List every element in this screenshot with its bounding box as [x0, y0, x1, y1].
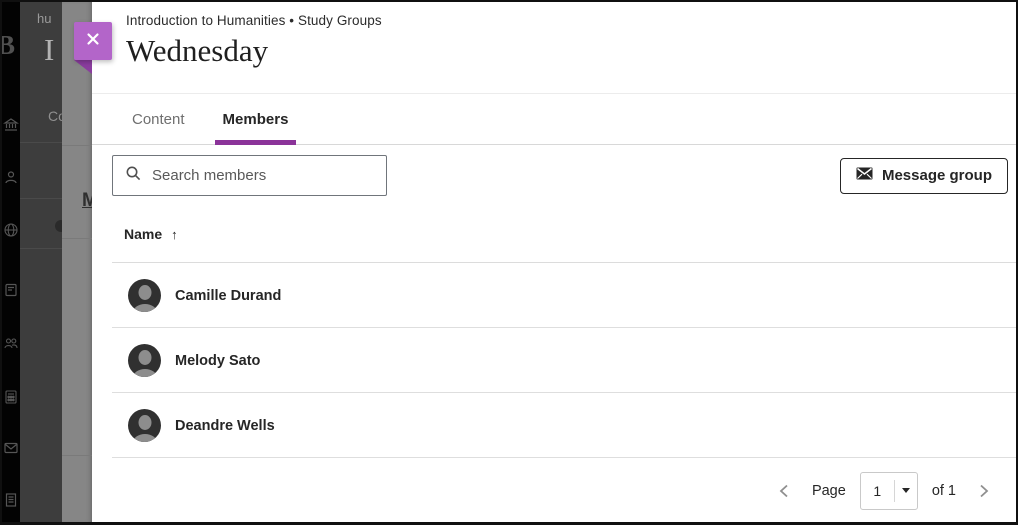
name-column-label: Name — [124, 226, 163, 242]
institution-icon[interactable] — [3, 117, 19, 133]
sort-ascending-icon: ↑ — [171, 226, 178, 242]
course-tab-fragment: Co — [48, 108, 62, 124]
avatar — [55, 220, 62, 232]
page-number-select[interactable]: 1 — [859, 471, 918, 510]
pagination-bar: Page 1 of 1 — [92, 458, 1016, 522]
members-table-header: Name ↑ — [92, 206, 1016, 262]
course-breadcrumb-fragment: hu — [37, 11, 52, 26]
close-panel-button[interactable] — [74, 22, 112, 60]
course-title-fragment: I — [44, 32, 55, 67]
search-members-input[interactable] — [152, 167, 386, 184]
divider — [20, 142, 62, 143]
activity-icon[interactable] — [3, 282, 19, 298]
member-row[interactable]: Deandre Wells — [92, 393, 1016, 458]
page-title: Wednesday — [126, 33, 269, 68]
search-members-box — [112, 155, 387, 196]
study-group-panel: Introduction to Humanities • Study Group… — [92, 2, 1016, 522]
name-column-sort[interactable]: Name ↑ — [124, 226, 178, 242]
member-row[interactable]: Camille Durand — [92, 263, 1016, 328]
close-icon — [84, 30, 102, 53]
avatar — [128, 344, 161, 377]
logs-icon[interactable] — [3, 492, 19, 508]
panel-header: Introduction to Humanities • Study Group… — [92, 2, 1016, 93]
divider — [112, 262, 1016, 263]
divider — [20, 248, 62, 249]
members-toolbar: Message group — [92, 145, 1016, 206]
tab-bar: Content Members — [92, 93, 1016, 145]
next-page-button[interactable] — [970, 478, 996, 504]
page-label: Page — [811, 482, 846, 499]
search-icon — [125, 165, 142, 187]
divider — [62, 455, 92, 456]
profile-icon[interactable] — [3, 169, 19, 185]
current-page-value: 1 — [873, 482, 882, 499]
avatar — [128, 279, 161, 312]
tab-members[interactable]: Members — [214, 94, 297, 145]
study-groups-text-fragment: M — [82, 190, 92, 211]
groups-icon[interactable] — [3, 335, 19, 351]
app-logo: B — [2, 30, 16, 60]
member-name: Melody Sato — [175, 352, 261, 369]
avatar — [128, 409, 161, 442]
page-count-label: of 1 — [931, 482, 956, 499]
member-row[interactable]: Melody Sato — [92, 328, 1016, 393]
divider — [893, 479, 895, 502]
previous-page-button[interactable] — [772, 478, 798, 504]
base-nav-sidebar: B — [2, 2, 20, 522]
dimmed-course-page-layer: hu I Co — [20, 2, 62, 522]
globe-icon[interactable] — [3, 222, 19, 238]
chevron-down-icon — [895, 488, 917, 493]
message-group-label: Message group — [881, 167, 992, 184]
envelope-icon — [856, 167, 873, 184]
member-name: Deandre Wells — [175, 417, 275, 434]
dimmed-study-groups-layer: M — [62, 2, 92, 522]
breadcrumb: Introduction to Humanities • Study Group… — [126, 13, 382, 28]
divider — [20, 198, 62, 199]
member-name: Camille Durand — [175, 287, 282, 304]
messages-icon[interactable] — [3, 440, 19, 456]
divider — [62, 238, 92, 239]
grades-icon[interactable] — [3, 389, 19, 405]
divider — [62, 145, 92, 146]
message-group-button[interactable]: Message group — [839, 157, 1008, 194]
tab-content[interactable]: Content — [132, 110, 185, 128]
